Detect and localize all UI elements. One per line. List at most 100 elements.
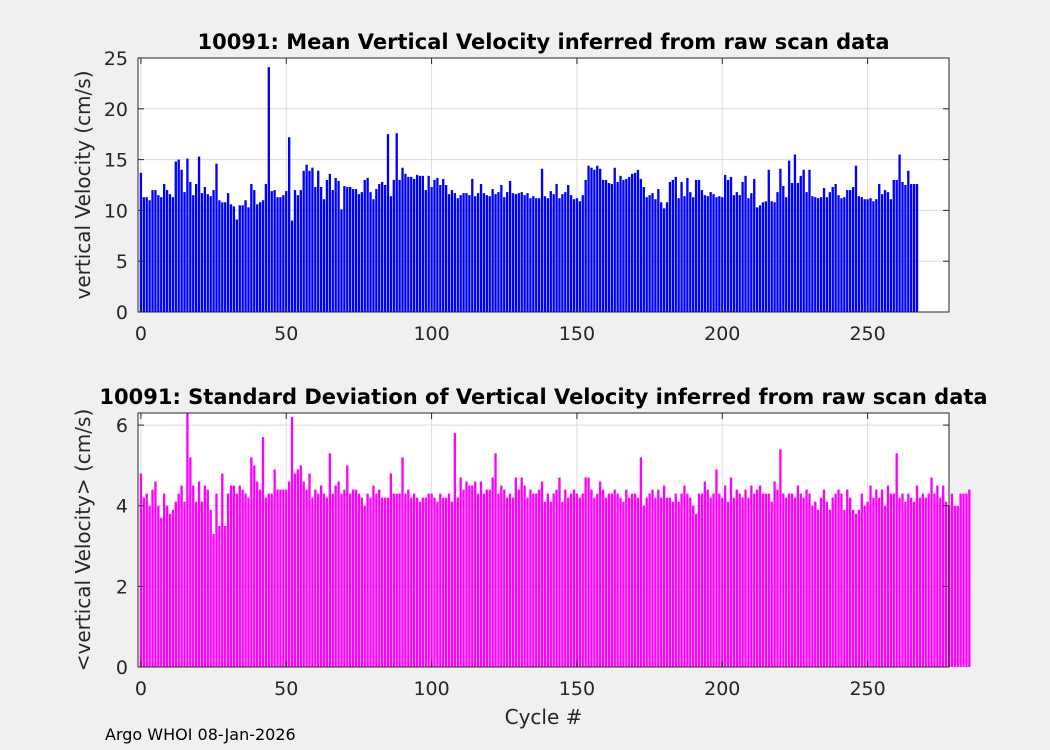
bar: [482, 193, 486, 312]
bar: [427, 175, 430, 312]
bar: [767, 169, 770, 312]
bar: [163, 183, 166, 312]
bar: [282, 195, 285, 312]
bar: [267, 493, 270, 667]
bar: [296, 469, 300, 667]
bar: [889, 199, 893, 312]
bar: [474, 481, 477, 667]
bar: [866, 199, 869, 312]
bar: [892, 493, 895, 667]
bar: [163, 493, 166, 667]
bar: [907, 170, 910, 312]
bar: [194, 183, 198, 312]
bar: [398, 493, 401, 667]
bar: [290, 220, 294, 312]
bar: [633, 493, 637, 667]
bar: [572, 199, 576, 312]
bar: [680, 493, 683, 667]
bar: [142, 197, 145, 312]
bar: [203, 187, 207, 312]
bar: [418, 501, 422, 667]
bar: [552, 194, 555, 312]
bar: [901, 493, 904, 667]
bar: [331, 493, 334, 667]
bar: [904, 501, 907, 667]
bar: [456, 198, 459, 312]
bar: [694, 513, 698, 667]
bar: [218, 525, 221, 667]
bar: [427, 493, 430, 667]
bar: [599, 168, 602, 312]
bar: [511, 497, 515, 667]
bar: [212, 533, 215, 667]
bar: [613, 489, 616, 667]
y-tick-label: 0: [116, 302, 128, 324]
bar: [290, 417, 294, 667]
bar: [738, 195, 741, 312]
bar: [154, 481, 157, 667]
bar: [395, 133, 398, 312]
bar: [851, 187, 855, 312]
bar: [726, 179, 730, 312]
bar: [709, 497, 712, 667]
bar: [302, 481, 305, 667]
bar: [834, 493, 837, 667]
bar: [244, 200, 247, 312]
bar: [433, 497, 436, 667]
bar: [523, 195, 526, 312]
bar: [802, 497, 805, 667]
bar: [837, 195, 840, 312]
bar: [584, 179, 587, 312]
bar: [383, 185, 387, 312]
bar: [407, 489, 410, 667]
bar: [328, 453, 332, 667]
y-tick-label: 15: [104, 150, 128, 172]
bar: [305, 164, 308, 312]
bar: [250, 457, 253, 667]
footer-credit: Argo WHOI 08-Jan-2026: [105, 725, 296, 744]
bar: [197, 481, 201, 667]
x-tick-label: 150: [559, 323, 595, 345]
bar: [305, 489, 308, 667]
bar: [683, 196, 686, 312]
bar: [200, 193, 204, 312]
bar: [712, 194, 715, 312]
bar: [491, 189, 494, 312]
bar: [828, 509, 831, 667]
bar: [415, 497, 419, 667]
bar: [860, 493, 863, 667]
bar: [442, 497, 445, 667]
x-tick-label: 100: [413, 678, 449, 700]
bar: [174, 501, 177, 667]
bar: [799, 175, 802, 312]
bar: [508, 493, 512, 667]
bar: [674, 176, 677, 312]
bar: [506, 497, 509, 667]
bar: [758, 205, 762, 312]
bar: [630, 493, 634, 667]
bar: [148, 200, 151, 312]
bar: [444, 185, 448, 312]
y-tick-label: 20: [104, 99, 128, 121]
bar: [651, 193, 654, 312]
bar: [308, 170, 311, 312]
bar: [334, 177, 337, 312]
bar: [468, 485, 471, 667]
bar: [811, 505, 814, 667]
bar: [247, 497, 250, 667]
bar: [407, 176, 410, 312]
bar: [168, 194, 172, 312]
bar: [444, 497, 448, 667]
bar: [843, 197, 846, 312]
bar: [549, 501, 552, 667]
bar: [785, 197, 788, 312]
bar: [607, 493, 611, 667]
bar: [206, 194, 209, 312]
bar: [936, 485, 939, 667]
bar: [203, 485, 207, 667]
bar: [604, 497, 608, 667]
bar: [229, 204, 233, 312]
bar: [883, 505, 887, 667]
bar: [814, 501, 817, 667]
